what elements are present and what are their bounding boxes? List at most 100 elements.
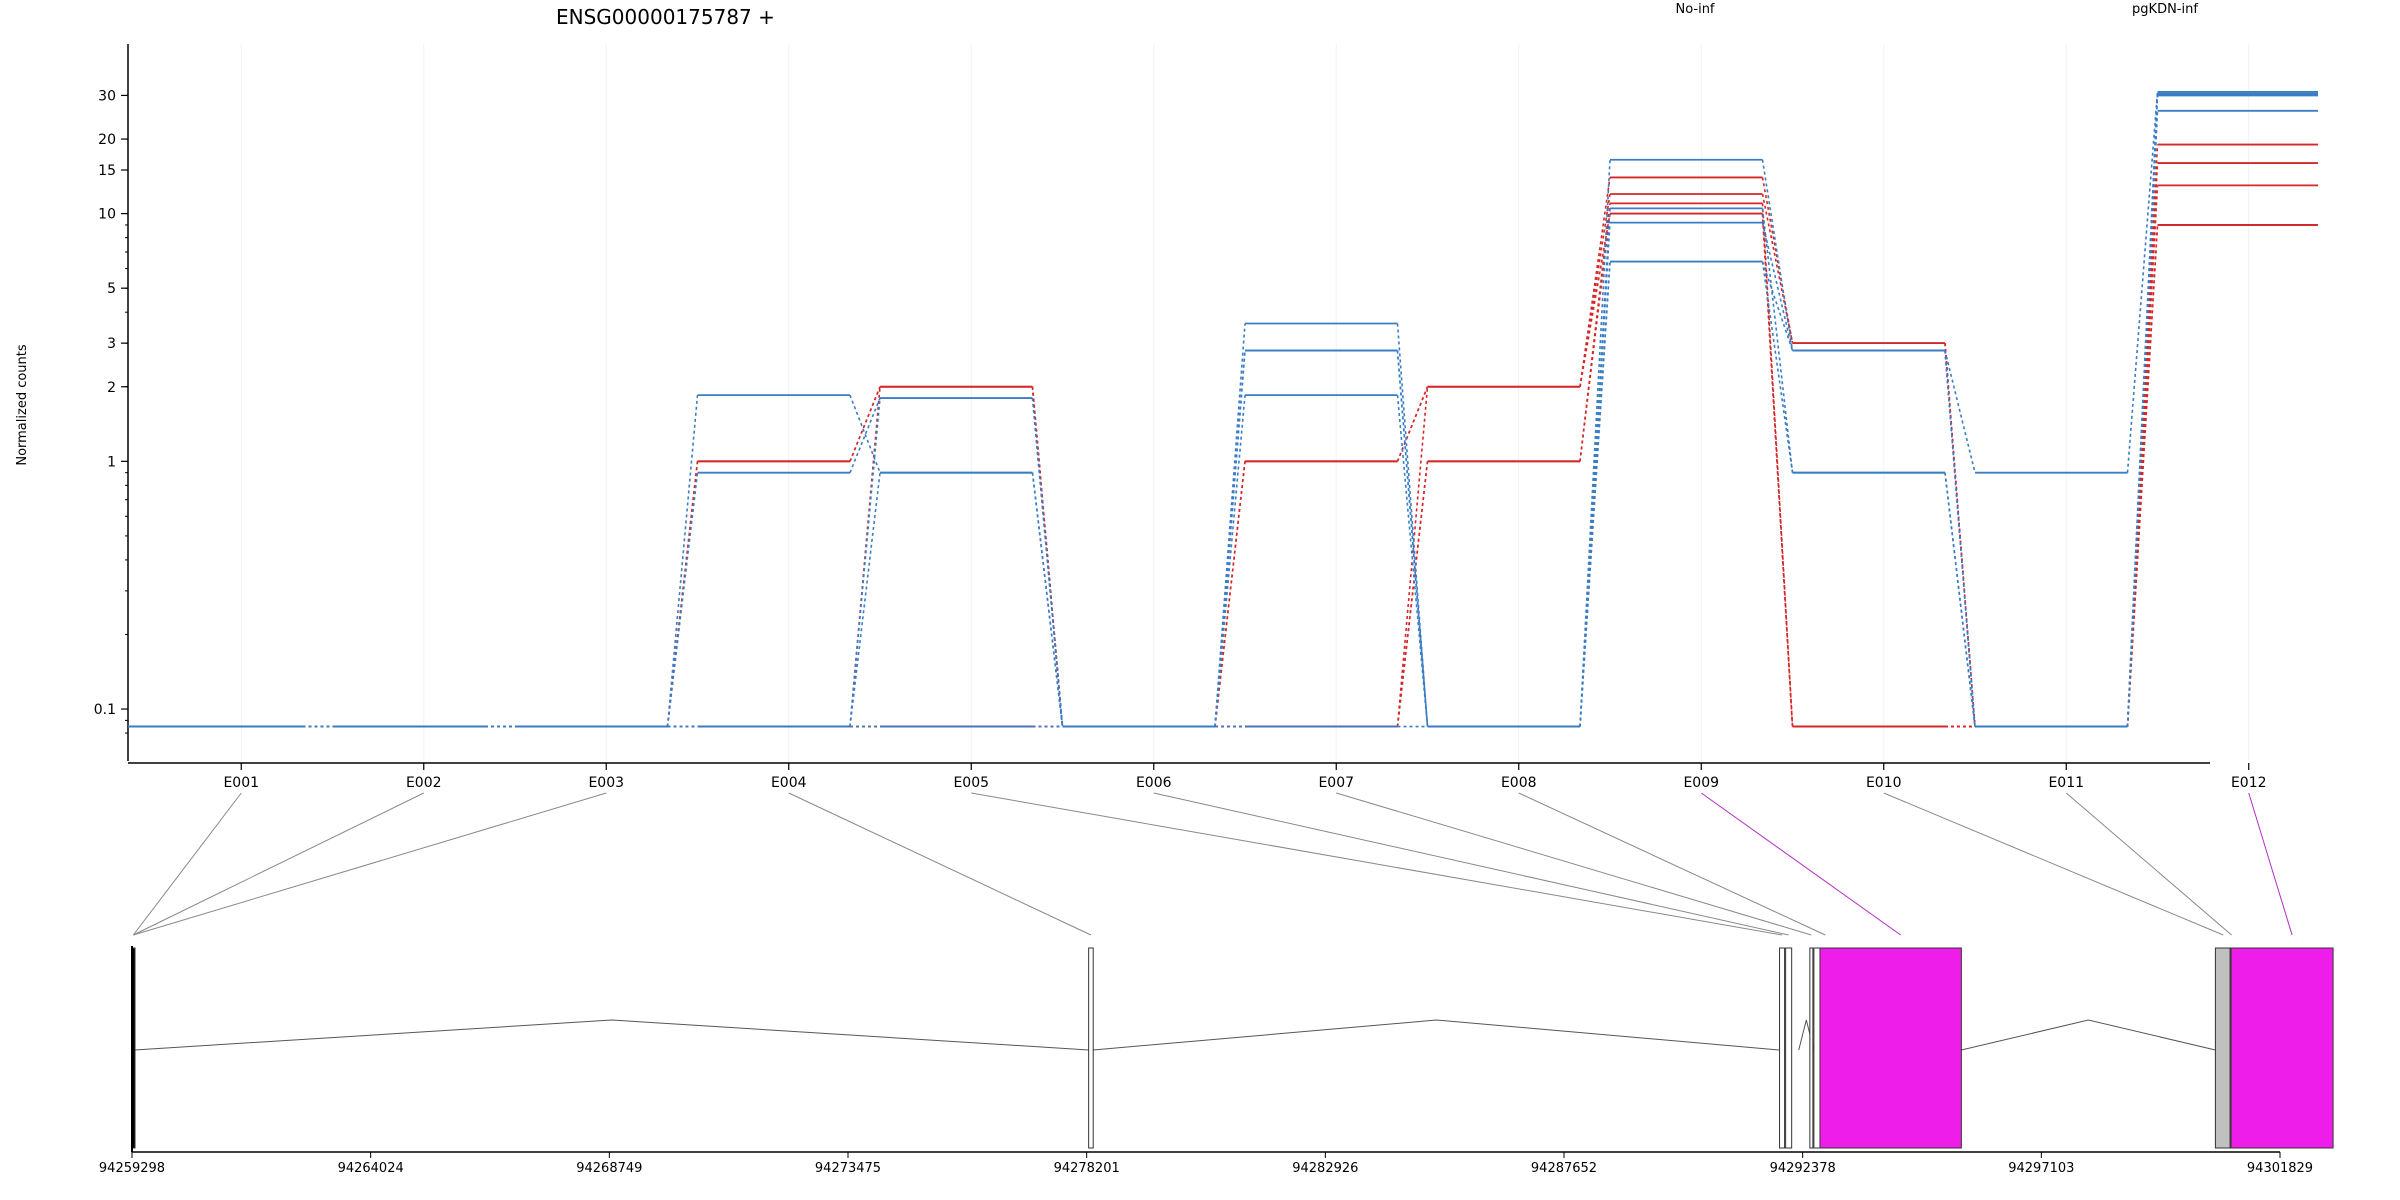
genomic-tick-label: 94301829 [2247, 1161, 2313, 1176]
genomic-tick-label: 94273475 [815, 1161, 881, 1176]
exon-box-e009 [1819, 947, 1962, 1149]
series-transition [2126, 91, 2159, 727]
series-no-inf-3 [128, 212, 2318, 728]
series-transition [1944, 472, 1976, 727]
series-transition [1579, 261, 1611, 727]
x-tick-label-e010: E010 [1866, 775, 1902, 791]
genomic-coordinate-axis: 94259298 94264024 94268749 94273475 94278201… [99, 946, 2313, 1176]
series-pgkdn-inf-8 [128, 109, 2318, 728]
x-tick-label-e012: E012 [2231, 775, 2267, 791]
series-transition [1031, 472, 1064, 727]
series-transition [1761, 222, 1794, 351]
chart-title: ENSG00000175787 + [556, 5, 775, 29]
genomic-tick-label: 94282926 [1292, 1161, 1358, 1176]
connector-e010 [1883, 792, 2224, 936]
series-transition [849, 472, 881, 727]
series-transition [2126, 91, 2159, 473]
x-tick-label-e004: E004 [771, 775, 807, 791]
y-tick-label: 5 [107, 281, 116, 297]
exon-box-e007 [1809, 947, 1814, 1149]
genomic-tick-label: 94264024 [338, 1161, 404, 1176]
series-transition [1761, 208, 1794, 473]
y-axis: 0.1 1 2 3 5 10 15 20 30 [94, 44, 129, 761]
x-tick-label-e003: E003 [588, 775, 624, 791]
series-transition [1944, 350, 1976, 727]
series-no-inf-0 [128, 143, 2318, 728]
genomic-tick-label: 94268749 [576, 1161, 642, 1176]
x-tick-label-e005: E005 [953, 775, 989, 791]
y-tick-label: 0.1 [94, 702, 116, 718]
connector-e002 [133, 792, 424, 936]
series-transition [1396, 461, 1429, 727]
connector-e009 [1700, 792, 1901, 936]
series-transition [2126, 185, 2159, 727]
genomic-tick-label: 94278201 [1054, 1161, 1120, 1176]
x-tick-label-e011: E011 [2048, 775, 2084, 791]
genomic-tick-label: 94297103 [2008, 1161, 2074, 1176]
connector-e004 [788, 792, 1092, 936]
y-tick-label: 1 [107, 454, 116, 470]
connector-e007 [1336, 792, 1812, 936]
series-lines [128, 91, 2318, 728]
exon-box-e012 [2230, 947, 2334, 1149]
connector-e012 [2248, 792, 2293, 936]
legend-label-no-inf: No-inf [1675, 2, 1714, 17]
genomic-tick-label: 94259298 [99, 1161, 165, 1176]
connector-e006 [1153, 792, 1789, 936]
gene-model [131, 947, 2334, 1149]
series-transition [1031, 398, 1064, 727]
y-tick-label: 10 [98, 207, 116, 223]
series-transition [1761, 261, 1794, 473]
series-transition [1579, 159, 1611, 727]
connector-e008 [1518, 792, 1826, 936]
series-transition [849, 398, 881, 727]
x-axis: E001 E002 E003 E004 E005 E006 E007 E008 E009 E010… [128, 762, 2267, 791]
x-tick-label-e006: E006 [1136, 775, 1172, 791]
y-axis-label: Normalized counts [15, 344, 30, 466]
series-transition [1214, 350, 1246, 727]
exon-box-e005 [1779, 947, 1786, 1149]
series-transition [1761, 159, 1794, 351]
series-transition [666, 395, 699, 727]
intron-line [1093, 1019, 1780, 1051]
y-tick-label: 2 [107, 380, 116, 396]
series-transition [1396, 395, 1429, 727]
series-transition [1214, 461, 1246, 727]
series-transition [849, 394, 881, 473]
x-tick-label-e008: E008 [1501, 775, 1537, 791]
series-transition [1396, 323, 1429, 727]
y-tick-label: 20 [98, 132, 116, 148]
exon-box-e010 [2214, 947, 2232, 1149]
series-transition [1579, 193, 1611, 387]
intron-line [1961, 1019, 2216, 1051]
x-tick-label-e001: E001 [223, 775, 259, 791]
series-transition [1396, 350, 1429, 727]
series-transition [1579, 213, 1611, 387]
connector-e011 [2065, 792, 2232, 936]
series-transition [666, 472, 699, 727]
series-transition [1579, 177, 1611, 387]
y-tick-label: 3 [107, 336, 116, 352]
genomic-tick-label: 94287652 [1531, 1161, 1597, 1176]
series-transition [2126, 224, 2159, 727]
y-tick-label: 30 [98, 88, 116, 104]
x-tick-label-e002: E002 [406, 775, 442, 791]
connector-e005 [971, 792, 1783, 936]
series-no-inf-4 [128, 212, 2318, 728]
genomic-tick-label: 94292378 [1770, 1161, 1836, 1176]
series-transition [1761, 213, 1794, 727]
series-transition [1579, 208, 1611, 727]
series-pgkdn-inf-7 [128, 92, 2318, 728]
series-transition [849, 386, 881, 462]
exon-connector-lines [132, 792, 2293, 936]
x-tick-label-e009: E009 [1683, 775, 1719, 791]
series-transition [1944, 350, 1976, 473]
x-tick-label-e007: E007 [1318, 775, 1354, 791]
connector-e001 [132, 792, 242, 936]
connector-e003 [133, 792, 607, 936]
series-transition [1396, 386, 1429, 462]
series-pgkdn-inf-5 [128, 91, 2318, 728]
series-pgkdn-inf-9 [128, 91, 2318, 728]
exon-box-e004 [1088, 947, 1094, 1149]
